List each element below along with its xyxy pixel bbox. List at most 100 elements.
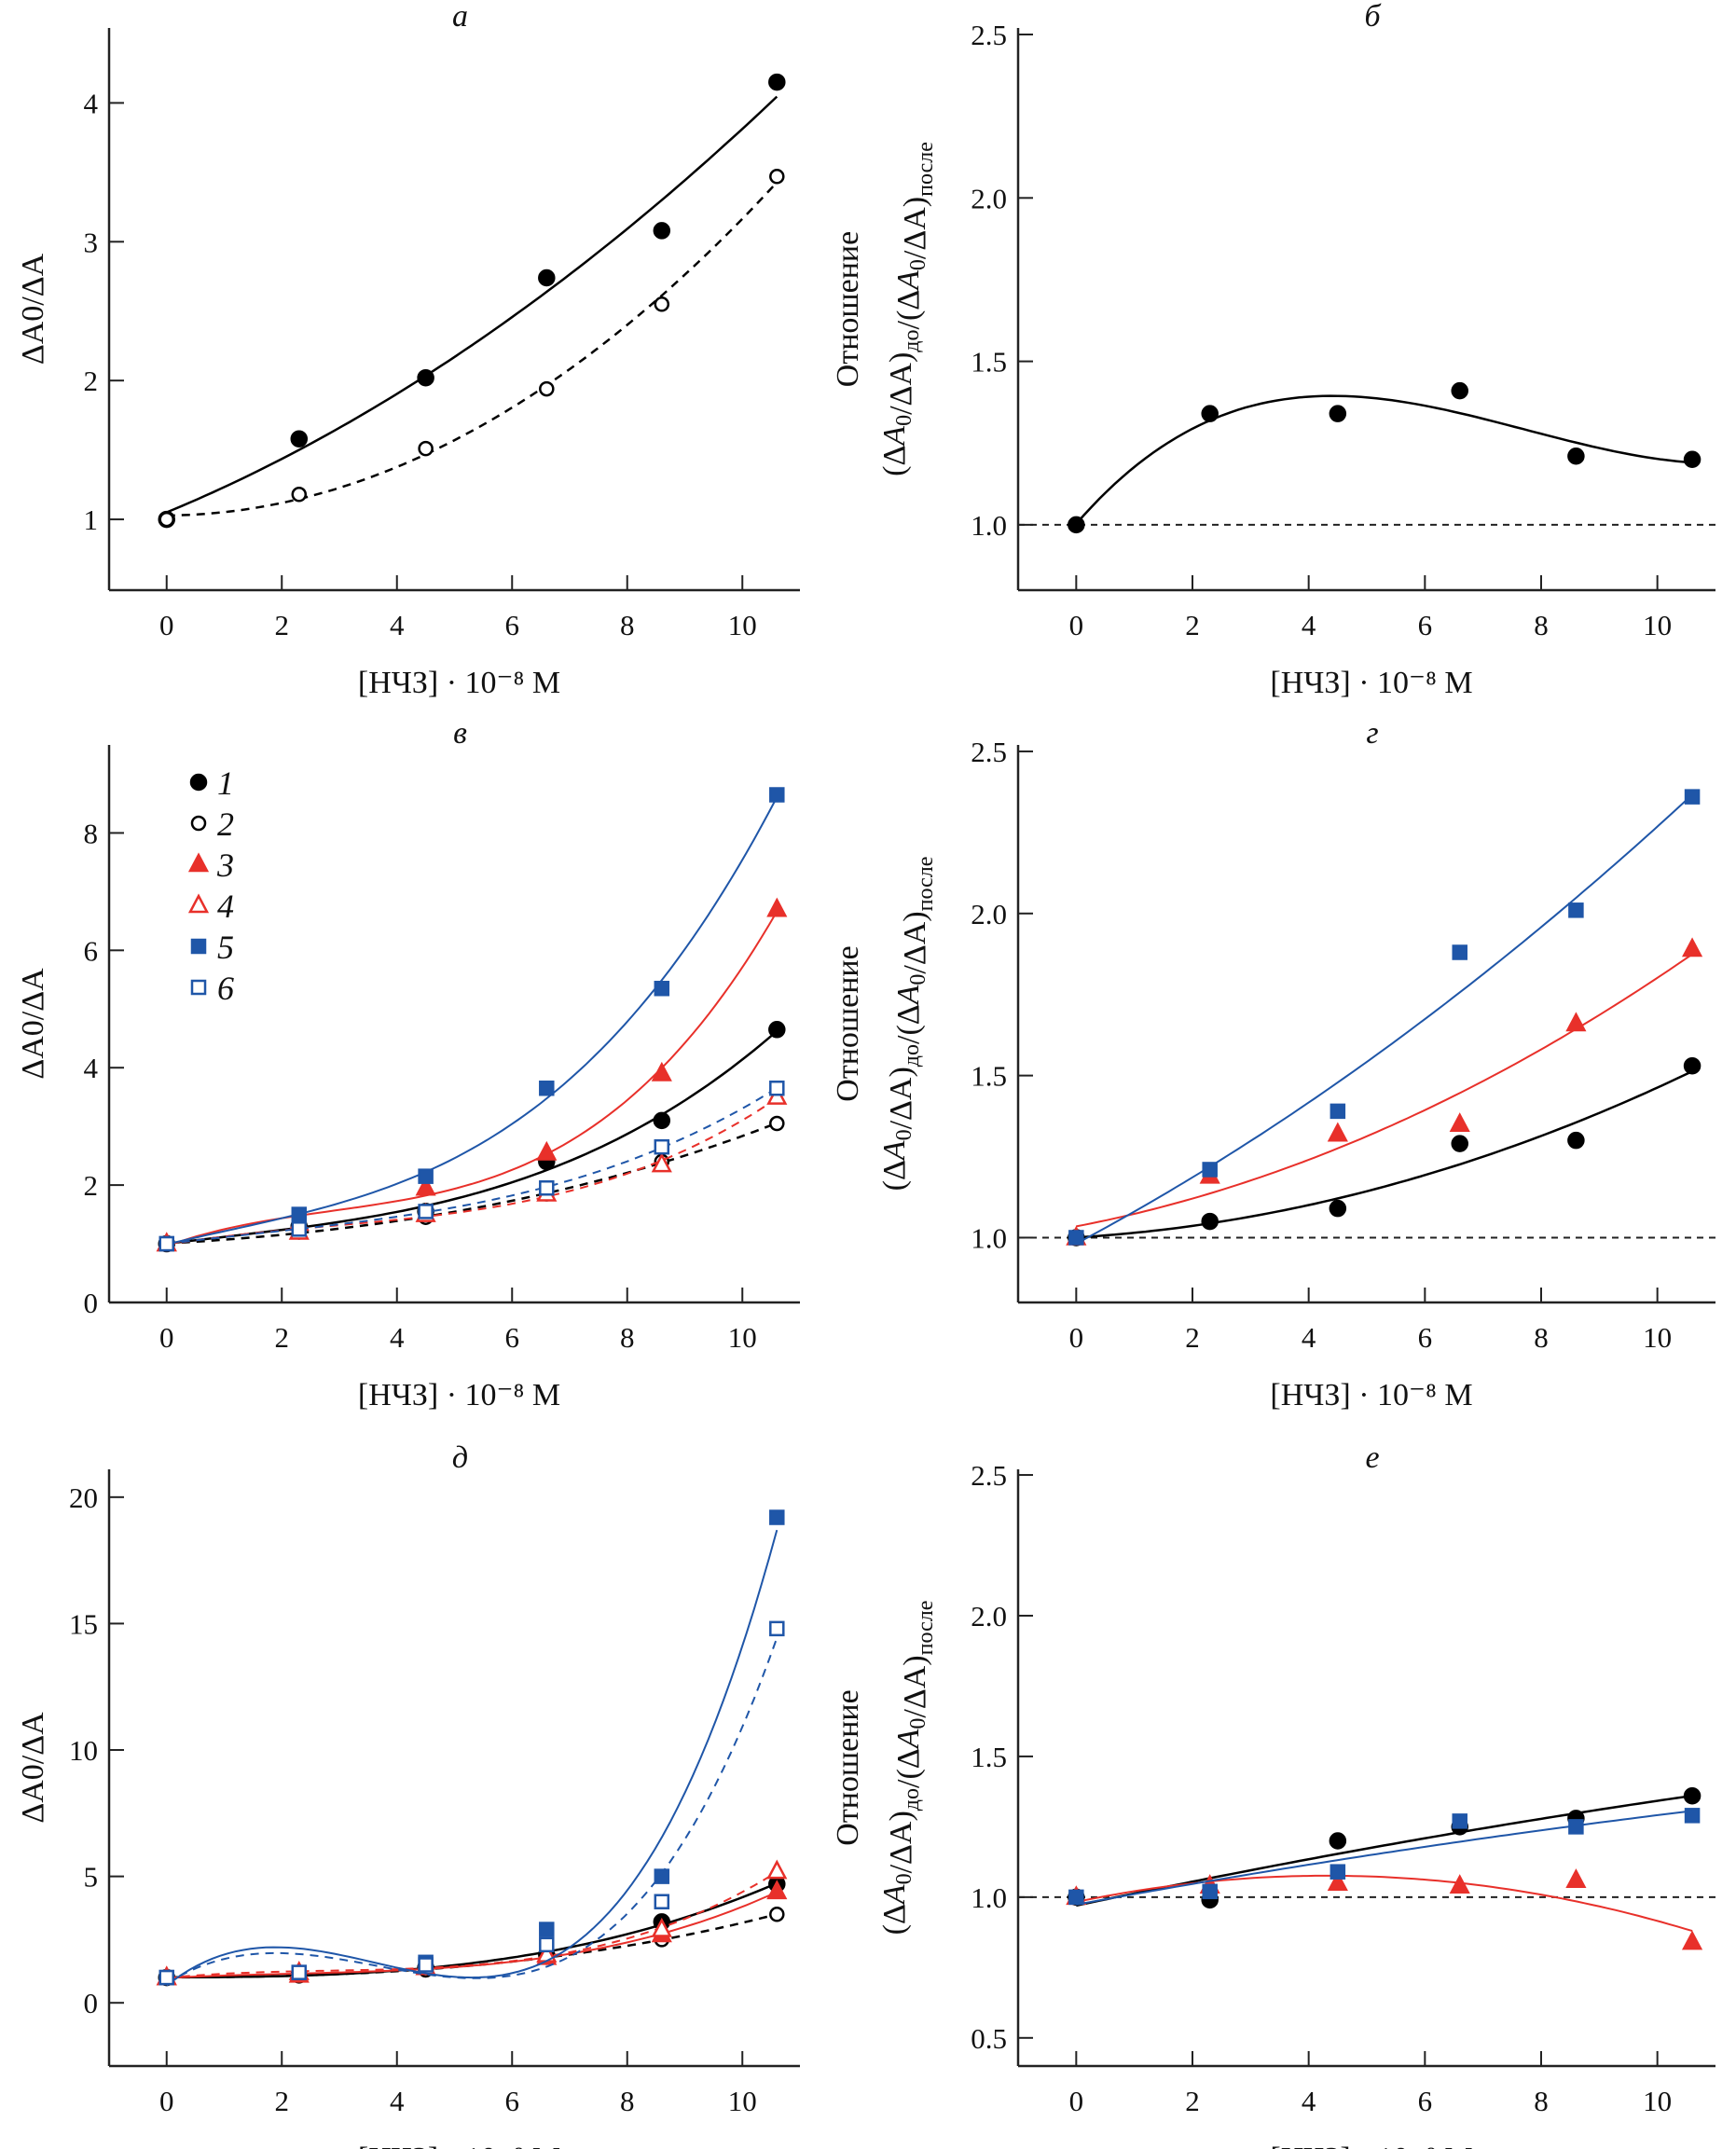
- y-tick-label: 2.5: [971, 1459, 1007, 1492]
- data-point: [1068, 1230, 1084, 1246]
- x-tick-label: 6: [1418, 1321, 1433, 1354]
- y-tick-label: 0: [84, 1987, 99, 2019]
- x-tick-label: 10: [1643, 609, 1672, 641]
- data-point: [769, 169, 785, 185]
- y-axis-label: Отношение: [831, 1689, 865, 1845]
- legend-label: 6: [217, 970, 234, 1007]
- data-point: [769, 1907, 785, 1922]
- y-tick-label: 1.0: [971, 1881, 1007, 1914]
- data-point: [769, 1509, 785, 1525]
- data-point: [1451, 1135, 1468, 1152]
- legend-label: 4: [217, 888, 234, 925]
- x-tick-label: 6: [1418, 609, 1433, 641]
- data-point: [417, 368, 434, 387]
- data-point: [1451, 381, 1468, 400]
- data-point: [536, 1140, 558, 1161]
- x-tick-label: 4: [390, 1321, 405, 1354]
- data-point: [1329, 1832, 1347, 1850]
- x-tick-label: 8: [620, 609, 635, 641]
- x-tick-label: 8: [1534, 2085, 1549, 2117]
- data-point: [291, 1221, 308, 1237]
- y-tick-label: 8: [84, 817, 99, 849]
- y-tick-label: 1: [84, 503, 99, 536]
- x-tick-label: 2: [275, 1321, 290, 1354]
- y-axis-label: Отношение: [831, 945, 865, 1101]
- fit-line-series-1: [1076, 1069, 1693, 1239]
- x-axis-label: [НЧЗ] · 10⁻⁸ М: [1270, 666, 1472, 700]
- chart-panel-2: 0 2 4 6 8 10 0 2 4 6 8 в [НЧЗ] · 10⁻⁸ М ΔA0/ΔA 1 2 3 4 5 6: [16, 716, 800, 1412]
- data-point: [1068, 516, 1085, 534]
- x-tick-label: 8: [1534, 1321, 1549, 1354]
- y-axis-label: Отношение: [831, 231, 865, 387]
- fit-line-series-6: [166, 1087, 778, 1246]
- data-point: [769, 787, 785, 803]
- data-point: [1684, 1808, 1701, 1824]
- data-point: [1452, 1813, 1467, 1829]
- x-tick-label: 10: [1643, 2085, 1672, 2117]
- data-point: [1683, 450, 1702, 469]
- data-point: [1068, 1889, 1084, 1906]
- data-point: [415, 1176, 436, 1196]
- data-point: [651, 1917, 672, 1937]
- x-tick-label: 0: [1069, 1321, 1084, 1354]
- fit-line-series-1: [166, 1029, 778, 1246]
- data-point: [1568, 902, 1584, 918]
- y-tick-label: 4: [84, 1052, 99, 1084]
- y-tick-label: 6: [84, 934, 99, 967]
- data-point: [1330, 1103, 1346, 1120]
- y-tick-label: 2.0: [971, 182, 1007, 214]
- data-point: [1202, 1883, 1218, 1900]
- data-point: [1683, 1056, 1702, 1075]
- data-point: [1329, 405, 1347, 422]
- data-point: [654, 1868, 670, 1884]
- data-point: [653, 222, 671, 240]
- data-point: [769, 1080, 785, 1096]
- y-tick-label: 0.5: [971, 2022, 1007, 2055]
- chart-title: г: [1366, 716, 1378, 751]
- x-tick-label: 6: [505, 1321, 520, 1354]
- y-tick-label: 1.5: [971, 346, 1007, 379]
- fit-line-series-2: [166, 181, 778, 517]
- y-tick-label: 10: [69, 1734, 98, 1767]
- data-point: [539, 380, 555, 397]
- data-point: [418, 1168, 434, 1184]
- data-point: [290, 430, 309, 448]
- legend-marker: [190, 815, 207, 832]
- fit-line-series-2: [1076, 953, 1693, 1228]
- x-tick-label: 2: [275, 2085, 290, 2117]
- data-point: [1329, 1199, 1347, 1218]
- legend-marker: [189, 773, 208, 792]
- y-axis-label-line: (ΔA0/ΔA)до/(ΔA0/ΔA)после: [877, 857, 938, 1192]
- fit-line-series-6: [166, 1637, 778, 1985]
- legend-label: 1: [217, 765, 234, 802]
- y-tick-label: 1.5: [971, 1060, 1007, 1093]
- data-point: [768, 73, 786, 91]
- x-tick-label: 0: [1069, 609, 1084, 641]
- data-point: [539, 1936, 555, 1953]
- data-point: [539, 1180, 555, 1196]
- data-point: [539, 1922, 555, 1937]
- x-tick-label: 10: [728, 1321, 757, 1354]
- legend-label: 5: [217, 929, 234, 966]
- x-tick-label: 0: [159, 609, 174, 641]
- x-tick-label: 8: [620, 1321, 635, 1354]
- y-axis-label-line: (ΔA0/ΔA)до/(ΔA0/ΔA)после: [877, 1601, 938, 1935]
- y-tick-label: 20: [69, 1481, 98, 1514]
- y-tick-label: 2: [84, 1169, 99, 1202]
- data-point: [766, 1880, 788, 1900]
- x-tick-label: 6: [1418, 2085, 1433, 2117]
- chart-title: а: [452, 0, 468, 34]
- y-tick-label: 5: [84, 1861, 99, 1894]
- legend-marker: [187, 852, 210, 873]
- x-tick-label: 6: [505, 2085, 520, 2117]
- data-point: [1684, 789, 1701, 805]
- y-axis-label: ΔA0/ΔA: [16, 253, 50, 365]
- data-point: [418, 1204, 434, 1219]
- data-point: [766, 897, 788, 917]
- x-axis-label: [НЧЗ] · 10⁻⁸ М: [1270, 2142, 1472, 2149]
- y-tick-label: 1.5: [971, 1741, 1007, 1773]
- x-tick-label: 8: [620, 2085, 635, 2117]
- legend: 1 2 3 4 5 6: [187, 765, 234, 1007]
- y-tick-label: 1.0: [971, 509, 1007, 542]
